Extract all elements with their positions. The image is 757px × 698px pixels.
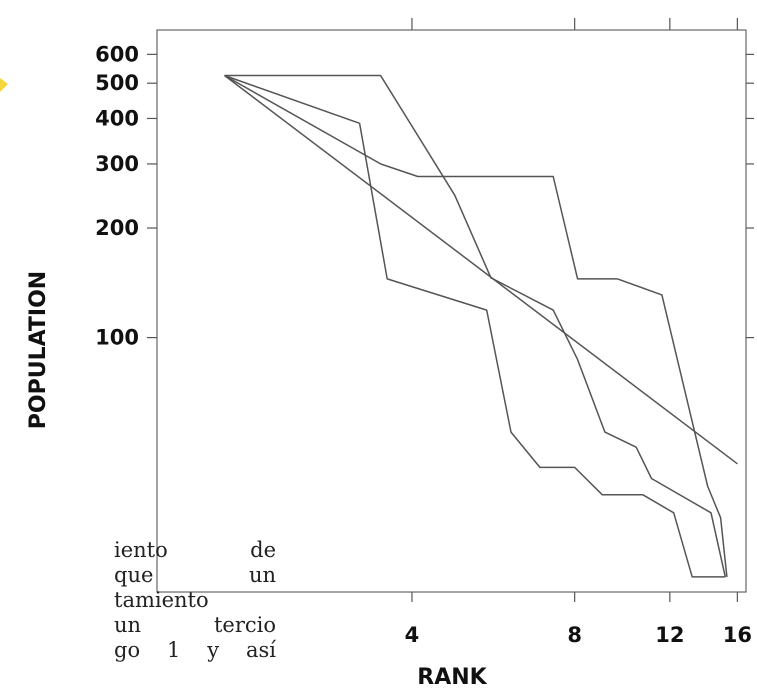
- y-tick-label-300: 300: [95, 152, 139, 176]
- paragraph-line-2: que un: [114, 563, 276, 587]
- y-tick-labels: 600 500 400 300 200 100: [95, 42, 139, 349]
- x-tick-label-16: 16: [723, 623, 752, 647]
- axis-ticks: [147, 18, 754, 602]
- x-tick-label-12: 12: [655, 623, 684, 647]
- y-tick-label-100: 100: [95, 326, 139, 350]
- x-tick-label-4: 4: [405, 623, 420, 647]
- x-tick-labels: 4 8 12 16: [405, 623, 752, 647]
- y-axis-title: POPULATION: [26, 271, 51, 429]
- paragraph-line-5: go 1 y así: [114, 638, 276, 662]
- x-axis-title: RANK: [417, 665, 487, 690]
- x-tick-label-8: 8: [567, 623, 582, 647]
- paragraph-line-1: iento de: [114, 538, 276, 562]
- series-line-4: [224, 74, 738, 465]
- yellow-arrow-marker: [0, 78, 8, 92]
- series-line-2: [224, 74, 728, 577]
- y-tick-label-400: 400: [95, 106, 139, 130]
- y-tick-label-500: 500: [95, 71, 139, 95]
- plot-frame: [156, 29, 747, 593]
- series-line-1: [224, 74, 727, 578]
- paragraph-line-4: un tercio: [114, 613, 276, 637]
- series-layer: [224, 74, 738, 578]
- series-line-3: [224, 74, 726, 578]
- paragraph-line-3: tamiento: [114, 588, 209, 612]
- y-tick-label-600: 600: [95, 42, 139, 66]
- y-tick-label-200: 200: [95, 216, 139, 240]
